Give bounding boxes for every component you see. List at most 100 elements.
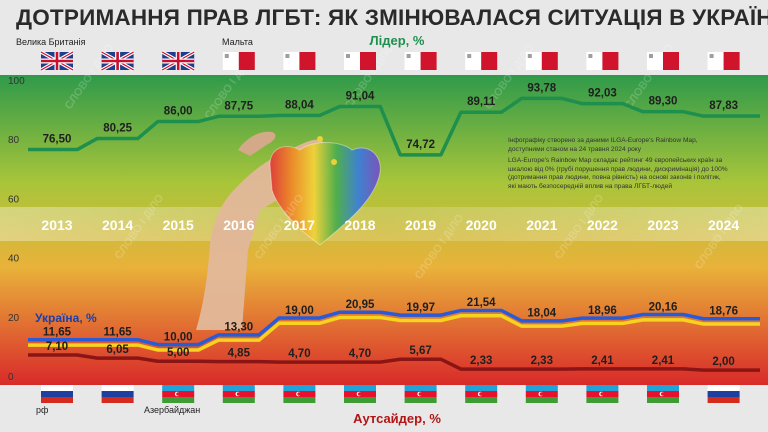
outsider-value-label: 2,00 [712,356,734,368]
leader-value-label: 93,78 [527,82,556,94]
ukraine-line-blue [28,308,760,347]
ukraine-value-label: 18,96 [588,305,617,317]
leader-value-label: 87,83 [709,100,738,112]
y-tick-label: 20 [8,313,20,324]
year-label: 2015 [163,217,194,233]
outsider-country-russia-label: рф [36,405,49,415]
outsider-value-label: 7,10 [46,341,68,353]
russia-flag-icon [707,385,740,403]
malta-flag-icon [647,52,679,70]
leader-value-label: 86,00 [164,105,193,117]
azerbaijan-flag-icon [222,385,255,403]
x-axis: 2013 2014 2015 2016 2017 2018 2019 2020 2021 2022… [41,217,739,233]
year-label: 2018 [344,217,375,233]
outsider-value-label: 6,05 [106,344,129,356]
azerbaijan-flag-icon [283,385,316,403]
outsider-value-label: 5,67 [409,345,431,357]
ukraine-value-label: 11,65 [104,327,133,339]
malta-flag-icon [344,52,376,70]
year-label: 2017 [284,217,315,233]
year-label: 2014 [102,217,133,233]
malta-flag-icon [707,52,740,70]
leader-value-label: 89,30 [649,96,678,108]
year-label: 2019 [405,217,436,233]
y-tick-label: 80 [8,135,20,146]
leader-value-label: 88,04 [285,99,314,111]
leader-value-label: 80,25 [103,122,132,134]
ukraine-value-label: 11,65 [43,327,72,339]
malta-flag-icon [525,52,558,70]
ukraine-value-label: 19,00 [285,305,314,317]
outsider-value-label: 4,70 [288,348,310,360]
year-label: 2021 [526,217,557,233]
year-label: 2016 [223,217,254,233]
leader-value-label: 89,11 [467,96,496,108]
leader-value-label: 87,75 [224,100,253,112]
ukraine-line-yellow [28,314,760,352]
leader-series-title: Лідер, % [370,33,425,48]
azerbaijan-flag-icon [586,385,619,403]
ukraine-value-label: 10,00 [164,331,193,343]
source-note: Інфографіку створено за даними ILGA-Euro… [508,137,698,153]
malta-flag-icon [283,52,316,70]
azerbaijan-flag-icon [465,385,498,403]
leader-value-label: 92,03 [588,88,617,100]
outsider-value-label: 4,85 [228,348,251,360]
azerbaijan-flag-icon [647,385,679,403]
year-label: 2013 [41,217,72,233]
y-axis: 0 20 40 60 80 100 [8,76,25,383]
ukraine-value-label: 13,30 [224,322,253,334]
y-tick-label: 40 [8,254,20,265]
y-tick-label: 0 [8,372,14,383]
malta-flag-icon [586,52,619,70]
outsider-country-azerbaijan-label: Азербайджан [144,405,201,415]
year-label: 2024 [708,217,739,233]
year-band [0,207,768,241]
leader-value-label: 76,50 [43,134,72,146]
year-label: 2023 [647,217,678,233]
malta-flag-icon [222,52,255,70]
outsider-value-label: 2,41 [652,355,675,367]
leader-line [28,96,760,157]
outsider-series-title: Аутсайдер, % [353,411,441,426]
leader-value-label: 74,72 [406,139,435,151]
data-labels: 76,50 80,25 86,00 87,75 88,04 91,04 74,72 89,11… [43,82,738,368]
ukraine-series-title: Україна, % [35,311,97,325]
leader-country-malta-label: Мальта [222,37,253,47]
leader-value-label: 91,04 [346,91,375,103]
leader-country-uk-label: Велика Британія [16,37,86,47]
outsider-value-label: 2,33 [470,355,492,367]
hand-with-heart-illustration [196,131,381,330]
azerbaijan-flag-icon [344,385,376,403]
outsider-value-label: 4,70 [349,348,371,360]
azerbaijan-flag-icon [404,385,437,403]
uk-flag-icon [40,50,74,72]
azerbaijan-flag-icon [162,385,195,403]
russia-flag-icon [101,385,134,403]
methodology-note: LGA-Europe's Rainbow Map складає рейтинг… [508,157,728,190]
uk-flag-icon [100,50,135,72]
malta-flag-icon [404,52,437,70]
malta-flag-icon [465,52,498,70]
page-title: ДОТРИМАННЯ ПРАВ ЛГБТ: ЯК ЗМІНЮВАЛАСЯ СИТ… [16,5,768,30]
series-lines [28,96,760,372]
year-label: 2020 [466,217,497,233]
ukraine-value-label: 21,54 [467,297,496,309]
russia-flag-icon [41,385,73,403]
uk-flag-icon [161,50,196,72]
year-label: 2022 [587,217,618,233]
azerbaijan-flag-icon [525,385,558,403]
y-tick-label: 100 [8,76,25,87]
ukraine-value-label: 18,04 [527,308,556,320]
ukraine-value-label: 20,95 [346,299,375,311]
ukraine-value-label: 18,76 [709,305,738,317]
outsider-line [28,353,760,372]
outsider-value-label: 2,33 [531,355,553,367]
outsider-value-label: 5,00 [167,347,189,359]
ukraine-value-label: 19,97 [406,302,435,314]
y-tick-label: 60 [8,194,20,205]
ukraine-value-label: 20,16 [649,301,678,313]
outsider-value-label: 2,41 [591,355,614,367]
